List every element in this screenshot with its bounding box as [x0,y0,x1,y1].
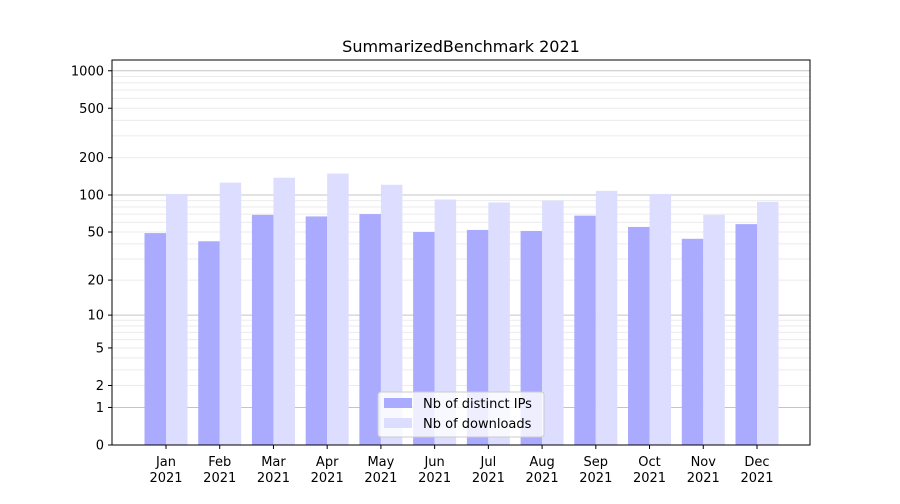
x-tick-label: Jul 2021 [472,455,505,486]
bar-downloads [166,193,188,445]
bar-distinct-ips [681,238,704,445]
bar-distinct-ips [466,229,489,445]
bar-downloads [757,201,779,445]
bar-distinct-ips [359,214,381,445]
y-tick-label: 2 [96,379,104,394]
legend: Nb of distinct IPs Nb of downloads [377,391,545,438]
plot-frame [111,59,811,446]
x-tick-label: Apr 2021 [311,455,344,486]
x-tick-label: Feb 2021 [203,455,236,486]
legend-label: Nb of distinct IPs [423,397,532,412]
bar-downloads [542,200,564,445]
legend-swatch [384,398,412,408]
y-tick-label: 200 [79,151,104,166]
bar-distinct-ips [520,230,543,445]
chart-title: SummarizedBenchmark 2021 [342,37,580,56]
x-tick-label: Nov 2021 [687,455,720,486]
y-tick-label: 100 [79,189,104,204]
bar-distinct-ips [251,214,274,445]
y-tick-label: 1 [96,401,104,416]
bar-distinct-ips [305,216,328,445]
y-tick-label: 0 [96,439,104,454]
bar-distinct-ips [144,233,166,445]
x-tick-label: Mar 2021 [257,455,290,486]
y-tick-label: 50 [87,226,104,241]
y-tick-label: 10 [87,309,104,324]
bar-distinct-ips [735,224,757,445]
bar-downloads [380,184,403,445]
bar-downloads [649,193,672,445]
bar-distinct-ips [628,226,650,445]
bar-downloads [703,214,725,445]
x-tick-label: Dec 2021 [740,455,773,486]
y-tick-label: 1000 [71,64,104,79]
bar-downloads [488,202,510,445]
y-tick-label: 500 [79,102,104,117]
x-tick-label: May 2021 [364,455,397,486]
x-tick-label: Oct 2021 [633,455,666,486]
bar-distinct-ips [574,215,596,445]
bar-downloads [273,177,295,445]
legend-swatch [384,418,412,428]
bar-distinct-ips [198,241,220,445]
x-tick-label: Jan 2021 [149,455,182,486]
y-tick-label: 5 [96,341,104,356]
x-tick-label: Jun 2021 [418,455,451,486]
legend-box [377,391,545,438]
x-tick-label: Aug 2021 [526,455,559,486]
bar-downloads [595,190,618,445]
bar-downloads [327,173,349,446]
bar-downloads [219,182,242,445]
legend-label: Nb of downloads [423,417,532,432]
bar-downloads [434,199,457,445]
y-tick-label: 20 [87,274,104,289]
x-tick-label: Sep 2021 [579,455,612,486]
